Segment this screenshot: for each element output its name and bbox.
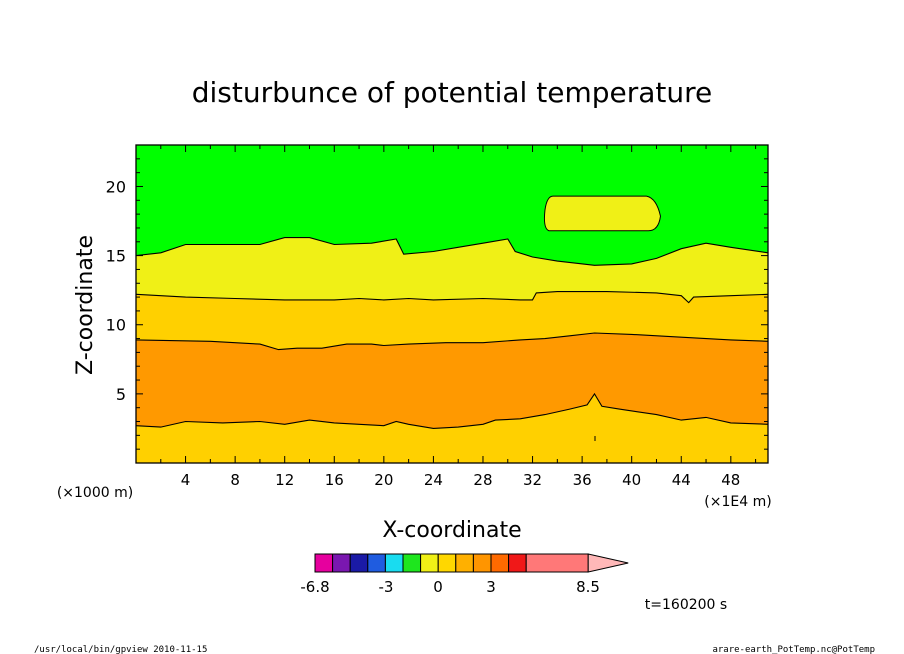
- x-tick-label: 48: [721, 471, 740, 489]
- colorbar-segment: [455, 553, 474, 573]
- colorbar-tick-label: -6.8: [300, 578, 329, 596]
- x-tick-label: 4: [181, 471, 191, 489]
- colorbar: [314, 553, 629, 573]
- y-tick-label: 10: [106, 316, 126, 335]
- plot-area: [135, 144, 769, 464]
- colorbar-segment: [437, 553, 457, 573]
- orange-band-fill: [136, 333, 768, 429]
- plot-frame: [135, 144, 769, 464]
- x-tick-label: 12: [275, 471, 294, 489]
- x-tick-label: 24: [424, 471, 443, 489]
- contour-line-orange-top: [135, 332, 769, 351]
- colorbar-segment: [349, 553, 369, 573]
- time-label: t=160200 s: [645, 597, 727, 613]
- x-tick-label: 40: [622, 471, 641, 489]
- colorbar-segment: [420, 553, 439, 573]
- x-tick-label: 44: [672, 471, 691, 489]
- y-axis-unit: (×1000 m): [57, 485, 133, 501]
- x-tick-label: 36: [573, 471, 592, 489]
- colorbar-tick-label: 3: [486, 578, 496, 596]
- contour-line-yellow-top: [135, 237, 769, 266]
- contour-lines: [135, 237, 769, 429]
- colorbar-segment: [367, 553, 386, 573]
- footer-right: arare-earth_PotTemp.nc@PotTemp: [712, 645, 875, 654]
- x-axis-ticks: 4 8 12 16 20 24 28 32 36 40 44 48: [160, 145, 757, 489]
- chart-title: disturbunce of potential temperature: [192, 76, 713, 109]
- colorbar-segment: [314, 553, 334, 573]
- colorbar-segment: [332, 553, 351, 573]
- contour-line-orange-bottom: [135, 392, 769, 429]
- light-orange-bottom-fill: [136, 393, 768, 463]
- y-tick-label: 20: [106, 177, 126, 196]
- x-tick-label: 20: [374, 471, 393, 489]
- colorbar-tick-label: 0: [433, 578, 443, 596]
- colorbar-segment: [490, 553, 510, 573]
- x-tick-label: 16: [325, 471, 344, 489]
- x-axis-unit: (×1E4 m): [704, 494, 771, 510]
- colorbar-tick-labels: -6.8 -3 0 3 8.5: [300, 578, 600, 596]
- colorbar-segment: [472, 553, 492, 573]
- y-tick-label: 15: [106, 247, 126, 266]
- colorbar-segment: [525, 553, 589, 573]
- colorbar-segment: [384, 553, 404, 573]
- colorbar-tick-label: -3: [379, 578, 394, 596]
- footer-left: /usr/local/bin/gpview 2010-11-15: [34, 645, 207, 654]
- light-orange-band-fill: [136, 291, 768, 350]
- x-tick-label: 32: [523, 471, 542, 489]
- x-axis-label: X-coordinate: [382, 518, 521, 543]
- x-tick-label: 8: [230, 471, 240, 489]
- x-tick-label: 28: [473, 471, 492, 489]
- colorbar-segment: [508, 553, 527, 573]
- yellow-cell-fill: [543, 195, 661, 232]
- colorbar-extend-arrow: [587, 553, 629, 573]
- y-axis-label: Z-coordinate: [73, 235, 98, 375]
- y-axis-ticks: 5 10 15 20: [106, 158, 768, 450]
- y-tick-label: 5: [116, 385, 126, 404]
- colorbar-segment: [402, 553, 422, 573]
- contour-line-yellow-bottom: [135, 291, 769, 304]
- colorbar-tick-label: 8.5: [576, 578, 600, 596]
